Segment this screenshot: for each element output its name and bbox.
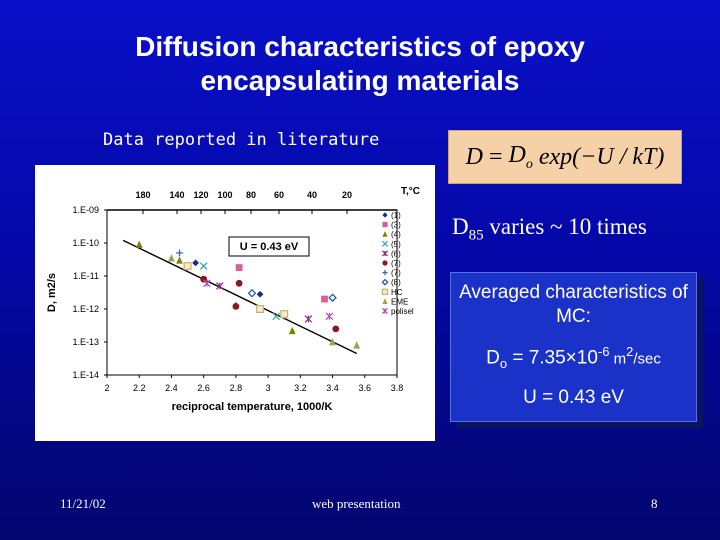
data-point — [288, 326, 296, 335]
data-point — [332, 325, 340, 333]
mc-box-title: Averaged characteristics of MC: — [459, 282, 688, 327]
data-point — [199, 262, 208, 270]
data-point — [168, 254, 175, 262]
data-point — [256, 305, 265, 314]
legend-label: (8) — [391, 278, 401, 287]
top-tick-label: 60 — [274, 190, 284, 200]
top-tick-label: 100 — [217, 190, 232, 200]
formula-rest: exp(−U / kT) — [538, 143, 665, 170]
footer-date: 11/21/02 — [60, 496, 106, 511]
legend-label: EME — [391, 297, 408, 306]
top-axis-label: T,°C — [401, 186, 420, 197]
top-tick-label: 80 — [246, 190, 256, 200]
x-tick-label: 3 — [266, 383, 271, 393]
do-value: Do = 7.35×10-6 m2/sec — [486, 344, 661, 372]
u-value: U = 0.43 eV — [523, 387, 624, 408]
legend-marker — [382, 260, 388, 266]
annotation-box — [228, 236, 310, 257]
top-tick-label: 40 — [307, 190, 317, 200]
data-point — [272, 312, 281, 321]
x-tick-label: 3.4 — [326, 383, 339, 393]
formula-eq: = — [488, 143, 503, 170]
legend-marker — [381, 307, 389, 315]
data-point — [135, 240, 143, 248]
formula-lhs: D — [465, 143, 483, 170]
legend-marker — [382, 298, 388, 304]
top-tick-label: 20 — [342, 190, 352, 200]
x-tick-label: 2.4 — [165, 383, 178, 393]
legend-marker — [381, 240, 389, 247]
data-point — [280, 310, 289, 319]
data-point — [247, 289, 257, 298]
data-point — [328, 293, 337, 302]
legend-marker — [382, 231, 388, 237]
legend-marker — [381, 288, 389, 295]
data-point — [329, 338, 336, 346]
legend-label: (1) — [391, 211, 401, 220]
legend-label: (3) — [391, 221, 401, 230]
footer-center: web presentation — [312, 496, 401, 511]
data-point — [215, 282, 224, 290]
data-point — [176, 249, 183, 257]
x-tick-label: 3.6 — [359, 383, 372, 393]
data-point — [176, 256, 183, 264]
data-point — [321, 295, 328, 303]
top-tick-label: 180 — [135, 190, 150, 200]
legend-marker — [381, 250, 389, 257]
y-tick-label: 1.E-11 — [73, 271, 99, 281]
data-point — [232, 302, 240, 310]
fit-line — [122, 239, 358, 355]
data-point — [325, 312, 334, 321]
title-line-2: encapsulating materials — [200, 65, 520, 96]
legend-marker — [382, 222, 388, 228]
title-line-1: Diffusion characteristics of epoxy — [135, 31, 585, 62]
legend-label: (7) — [391, 269, 401, 278]
annotation-text: U = 0.43 eV — [240, 241, 299, 253]
legend-label: (7) — [391, 259, 401, 268]
diffusion-chart: 1.E-09 1.E-10 1.E-11 1.E-12 1.E-13 1.E-14 2 2.2… — [46, 186, 420, 413]
y-tick-label: 1.E-09 — [72, 205, 99, 215]
data-point — [235, 279, 243, 287]
legend-label: polisel — [391, 307, 414, 316]
x-axis-title: reciprocal temperature, 1000/K — [172, 401, 333, 413]
x-tick-label: 2.6 — [197, 383, 210, 393]
x-tick-label: 2.2 — [133, 383, 146, 393]
x-tick-label: 2 — [104, 383, 109, 393]
top-tick-label: 140 — [169, 190, 184, 200]
y-axis-title: D, m2/s — [46, 273, 58, 312]
data-point — [203, 279, 211, 288]
data-point — [304, 315, 313, 323]
legend-label: HC — [391, 288, 403, 297]
legend-label: (4) — [391, 230, 401, 239]
legend-marker — [381, 278, 389, 286]
legend-label: (6) — [391, 249, 401, 258]
top-tick-label: 120 — [193, 190, 208, 200]
data-point — [256, 290, 264, 298]
legend-marker — [382, 270, 388, 276]
chart-panel: 1.E-09 1.E-10 1.E-11 1.E-12 1.E-13 1.E-14 2 2.2… — [35, 165, 435, 441]
x-tick-label: 3.2 — [294, 383, 307, 393]
subtitle: Data reported in literature — [103, 130, 380, 150]
footer-page-number: 8 — [651, 496, 658, 511]
y-tick-label: 1.E-14 — [72, 370, 99, 380]
y-tick-label: 1.E-10 — [72, 238, 99, 248]
d85-note: D85 varies ~ 10 times — [452, 214, 647, 244]
legend-marker — [382, 212, 388, 218]
data-point — [235, 264, 243, 271]
data-point — [353, 341, 361, 349]
x-tick-label: 3.8 — [391, 383, 404, 393]
y-tick-label: 1.E-12 — [72, 304, 99, 314]
data-point — [200, 275, 208, 283]
data-point — [183, 262, 192, 271]
x-tick-label: 2.8 — [230, 383, 243, 393]
legend-label: (5) — [391, 240, 401, 249]
formula-box: D = Do exp(−U / kT) — [448, 130, 682, 184]
slide-title: Diffusion characteristics of epoxy encap… — [0, 30, 720, 98]
y-tick-label: 1.E-13 — [72, 337, 99, 347]
formula-d: Do — [508, 141, 533, 172]
averaged-characteristics-box: Averaged characteristics of MC: Do = 7.3… — [450, 272, 697, 422]
